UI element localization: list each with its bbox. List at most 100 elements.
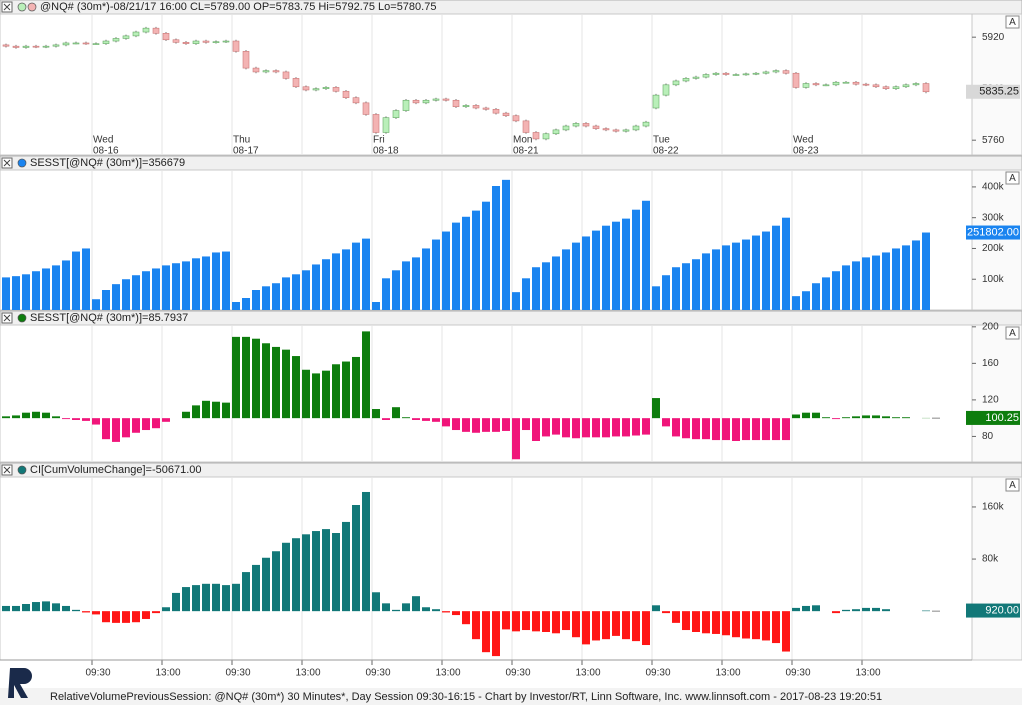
bar xyxy=(482,201,490,310)
bar xyxy=(92,418,100,425)
candle-body xyxy=(382,117,390,133)
candle-body xyxy=(582,123,590,127)
bar xyxy=(312,531,320,612)
bar xyxy=(682,418,690,439)
bar xyxy=(652,398,660,419)
current-tag-label: 251802.00 xyxy=(967,226,1019,238)
day-label: Wed xyxy=(93,135,113,146)
candle-body xyxy=(102,40,110,44)
bar xyxy=(2,605,10,612)
bar xyxy=(882,416,890,419)
bar xyxy=(622,611,630,640)
bar xyxy=(22,274,30,310)
bar xyxy=(432,418,440,422)
bar xyxy=(252,564,260,612)
bar xyxy=(72,609,80,612)
candle-body xyxy=(692,76,700,79)
bar xyxy=(842,609,850,612)
bar xyxy=(512,418,520,460)
bar xyxy=(32,271,40,310)
candle-body xyxy=(912,83,920,86)
candle-body xyxy=(122,35,130,39)
bar xyxy=(602,225,610,310)
bar xyxy=(792,414,800,419)
bar xyxy=(522,278,530,310)
day-label: Tue xyxy=(653,135,670,146)
y-tick-label: 400k xyxy=(982,182,1005,193)
bar xyxy=(502,611,510,630)
bar xyxy=(62,605,70,612)
candle-body xyxy=(482,107,490,110)
candle-body xyxy=(212,41,220,43)
candle-body xyxy=(522,120,530,133)
bar xyxy=(572,242,580,310)
bar xyxy=(342,521,350,612)
candle-body xyxy=(772,70,780,73)
candle-body xyxy=(92,43,100,45)
candle-body xyxy=(292,78,300,88)
bar xyxy=(532,611,540,632)
bar xyxy=(662,611,670,614)
bar xyxy=(352,242,360,310)
scale-button-label[interactable]: A xyxy=(1009,17,1016,28)
candle-body xyxy=(322,87,330,89)
scale-button-label[interactable]: A xyxy=(1009,173,1016,184)
bar xyxy=(812,412,820,419)
y-tick-label: 80 xyxy=(982,431,994,442)
candle-body xyxy=(752,72,760,75)
candle-body xyxy=(392,110,400,118)
axis-area xyxy=(971,169,1022,311)
bar xyxy=(722,245,730,310)
bar xyxy=(132,611,140,623)
candle-body xyxy=(232,40,240,52)
close-x xyxy=(3,314,11,322)
candle-body xyxy=(152,27,160,34)
x-tick-label: 09:30 xyxy=(645,668,670,679)
bar xyxy=(492,611,500,657)
x-tick-label: 09:30 xyxy=(85,668,110,679)
bar xyxy=(542,611,550,632)
candle-body xyxy=(532,132,540,140)
bar xyxy=(402,261,410,310)
candle-body xyxy=(52,44,60,47)
bar xyxy=(772,225,780,310)
bar xyxy=(402,417,410,419)
bar xyxy=(442,611,450,613)
bar xyxy=(272,551,280,612)
x-tick-label: 09:30 xyxy=(225,668,250,679)
bar xyxy=(642,418,650,435)
pane-title: SESST[@NQ# (30m*)]=356679 xyxy=(30,157,185,169)
candle-body xyxy=(252,67,260,73)
close-x xyxy=(3,3,11,11)
bar xyxy=(102,611,110,623)
bar xyxy=(712,249,720,310)
bar xyxy=(272,346,280,419)
y-tick-label: 5920 xyxy=(982,32,1005,43)
scale-button[interactable] xyxy=(1005,478,1020,492)
bar xyxy=(412,596,420,612)
bar xyxy=(32,411,40,419)
candle-body xyxy=(842,81,850,84)
date-label: 08-22 xyxy=(653,146,679,157)
x-tick-label: 09:30 xyxy=(505,668,530,679)
bar xyxy=(902,417,910,419)
scale-button-label[interactable]: A xyxy=(1009,328,1016,339)
bar xyxy=(482,611,490,653)
scale-button[interactable] xyxy=(1005,326,1020,340)
bar xyxy=(632,209,640,310)
candle-body xyxy=(452,99,460,108)
bar xyxy=(912,240,920,310)
bar xyxy=(892,248,900,310)
bar xyxy=(122,611,130,623)
bar xyxy=(632,418,640,436)
bar xyxy=(292,356,300,419)
candle-body xyxy=(922,83,930,93)
scale-button[interactable] xyxy=(1005,171,1020,185)
candle-body xyxy=(812,83,820,86)
bar xyxy=(362,331,370,419)
scale-button-label[interactable]: A xyxy=(1009,480,1016,491)
scale-button[interactable] xyxy=(1005,15,1020,29)
bar xyxy=(772,418,780,441)
bar xyxy=(312,373,320,419)
axis-area xyxy=(971,324,1022,463)
